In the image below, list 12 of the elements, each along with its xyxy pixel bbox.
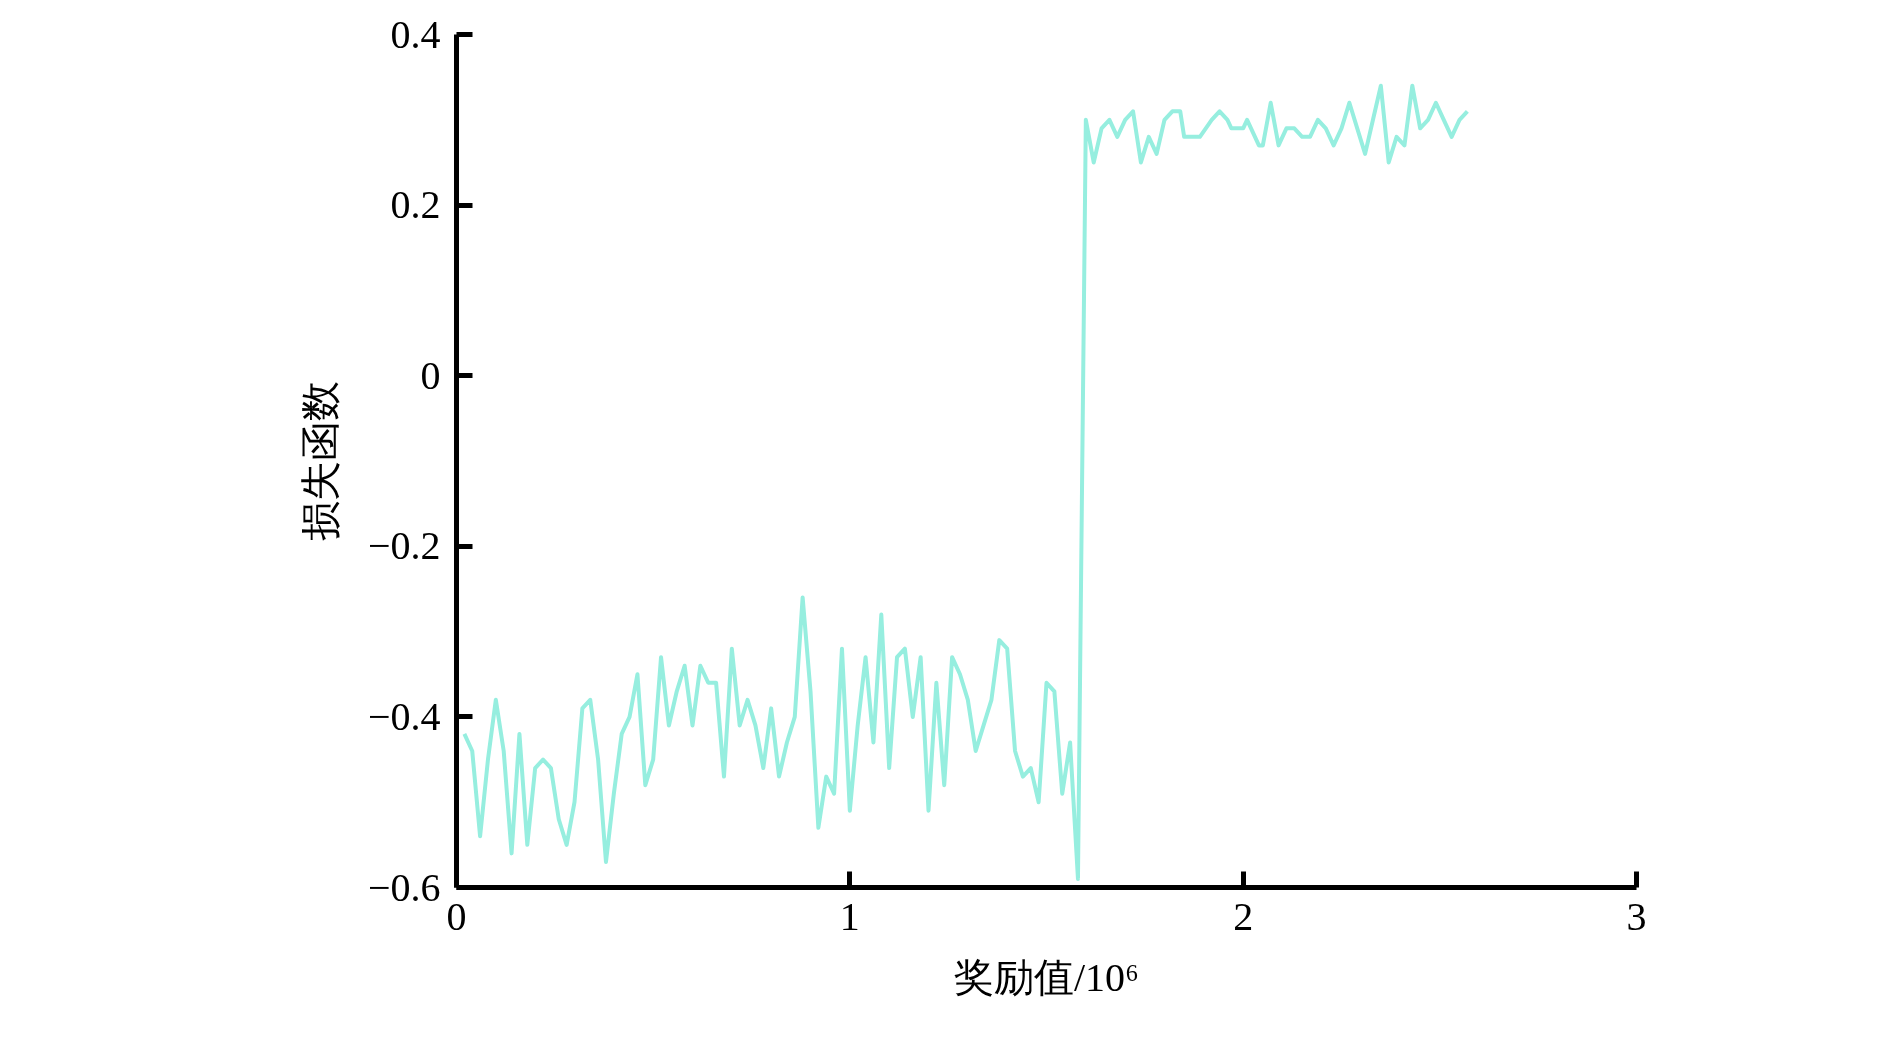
- x-tick-label: 3: [1626, 893, 1647, 939]
- y-tick-label: −0.6: [367, 864, 441, 910]
- x-tick-label: 2: [1233, 893, 1254, 939]
- y-axis-title: 损失函数: [297, 381, 343, 541]
- y-tick-label: 0.4: [390, 11, 441, 57]
- y-tick-label: −0.4: [367, 693, 441, 739]
- y-tick-label: 0: [420, 352, 441, 398]
- y-tick-label: 0.2: [390, 182, 441, 228]
- y-tick-label: −0.2: [367, 523, 441, 569]
- x-tick-label: 1: [839, 893, 860, 939]
- x-axis-title: 奖励值/10⁶: [953, 954, 1140, 1000]
- line-series: [462, 83, 1470, 881]
